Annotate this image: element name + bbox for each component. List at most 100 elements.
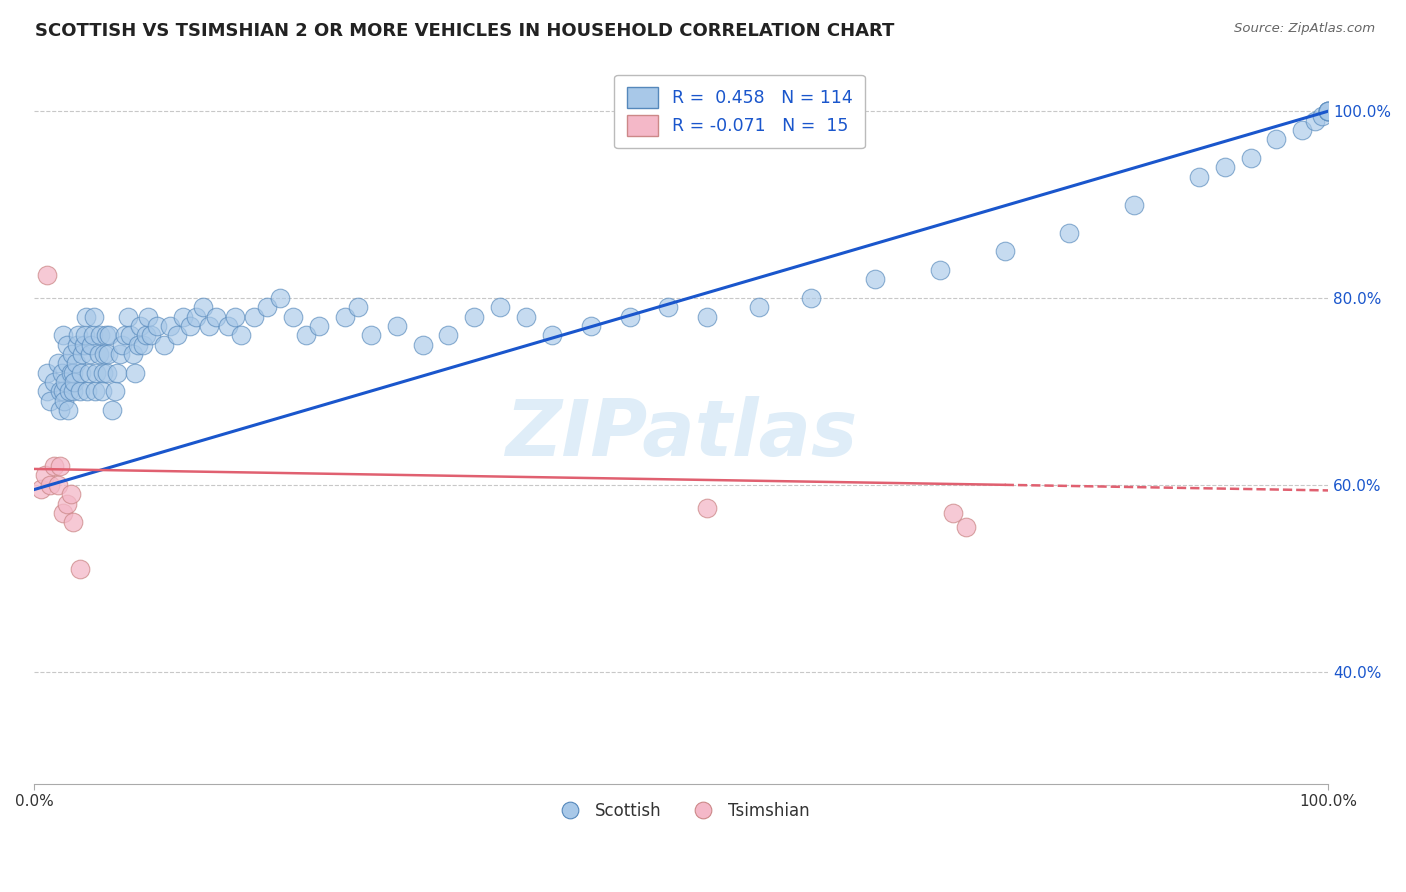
- Point: [79, 347, 101, 361]
- Point: [51, 366, 73, 380]
- Point: [1317, 104, 1340, 119]
- Point: [1317, 104, 1340, 119]
- Point: [117, 310, 139, 324]
- Point: [38, 478, 60, 492]
- Point: [152, 337, 174, 351]
- Point: [89, 328, 111, 343]
- Point: [98, 328, 121, 343]
- Point: [132, 337, 155, 351]
- Point: [58, 384, 80, 399]
- Point: [80, 337, 103, 351]
- Point: [86, 366, 108, 380]
- Point: [865, 272, 887, 286]
- Point: [52, 328, 75, 343]
- Point: [63, 375, 86, 389]
- Point: [49, 403, 72, 417]
- Point: [101, 403, 124, 417]
- Point: [1291, 123, 1313, 137]
- Point: [657, 301, 679, 315]
- Point: [42, 375, 65, 389]
- Point: [73, 328, 96, 343]
- Point: [120, 328, 142, 343]
- Point: [333, 310, 356, 324]
- Point: [179, 319, 201, 334]
- Point: [515, 310, 537, 324]
- Point: [59, 366, 82, 380]
- Point: [217, 319, 239, 334]
- Point: [489, 301, 512, 315]
- Point: [114, 328, 136, 343]
- Point: [87, 347, 110, 361]
- Point: [46, 356, 69, 370]
- Text: Source: ZipAtlas.com: Source: ZipAtlas.com: [1234, 22, 1375, 36]
- Point: [62, 366, 84, 380]
- Point: [84, 384, 107, 399]
- Point: [111, 337, 134, 351]
- Point: [70, 347, 93, 361]
- Point: [166, 328, 188, 343]
- Point: [75, 310, 97, 324]
- Point: [37, 268, 59, 282]
- Point: [1239, 151, 1261, 165]
- Point: [1317, 104, 1340, 119]
- Point: [224, 310, 246, 324]
- Point: [281, 310, 304, 324]
- Point: [82, 328, 104, 343]
- Point: [1188, 169, 1211, 184]
- Point: [159, 319, 181, 334]
- Point: [55, 337, 77, 351]
- Point: [1123, 197, 1146, 211]
- Point: [198, 319, 221, 334]
- Legend: Scottish, Tsimshian: Scottish, Tsimshian: [547, 795, 817, 826]
- Point: [38, 393, 60, 408]
- Point: [696, 501, 718, 516]
- Point: [135, 328, 157, 343]
- Point: [42, 459, 65, 474]
- Point: [94, 328, 117, 343]
- Point: [65, 356, 87, 370]
- Point: [136, 310, 159, 324]
- Point: [62, 384, 84, 399]
- Point: [1059, 226, 1081, 240]
- Point: [346, 301, 368, 315]
- Point: [124, 366, 146, 380]
- Point: [412, 337, 434, 351]
- Point: [295, 328, 318, 343]
- Point: [69, 562, 91, 576]
- Point: [1303, 113, 1326, 128]
- Point: [77, 366, 100, 380]
- Point: [579, 319, 602, 334]
- Point: [748, 301, 770, 315]
- Point: [53, 393, 76, 408]
- Point: [62, 515, 84, 529]
- Point: [52, 506, 75, 520]
- Point: [46, 478, 69, 492]
- Point: [34, 468, 56, 483]
- Point: [308, 319, 330, 334]
- Point: [1317, 104, 1340, 119]
- Point: [55, 375, 77, 389]
- Point: [59, 487, 82, 501]
- Point: [30, 483, 52, 497]
- Point: [619, 310, 641, 324]
- Point: [49, 384, 72, 399]
- Point: [146, 319, 169, 334]
- Point: [90, 384, 112, 399]
- Point: [52, 384, 75, 399]
- Point: [55, 356, 77, 370]
- Point: [55, 496, 77, 510]
- Point: [108, 347, 131, 361]
- Point: [139, 328, 162, 343]
- Point: [231, 328, 253, 343]
- Point: [103, 384, 125, 399]
- Point: [800, 291, 823, 305]
- Point: [69, 384, 91, 399]
- Point: [204, 310, 226, 324]
- Point: [437, 328, 460, 343]
- Point: [269, 291, 291, 305]
- Point: [70, 366, 93, 380]
- Point: [385, 319, 408, 334]
- Point: [83, 310, 105, 324]
- Point: [66, 337, 89, 351]
- Text: SCOTTISH VS TSIMSHIAN 2 OR MORE VEHICLES IN HOUSEHOLD CORRELATION CHART: SCOTTISH VS TSIMSHIAN 2 OR MORE VEHICLES…: [35, 22, 894, 40]
